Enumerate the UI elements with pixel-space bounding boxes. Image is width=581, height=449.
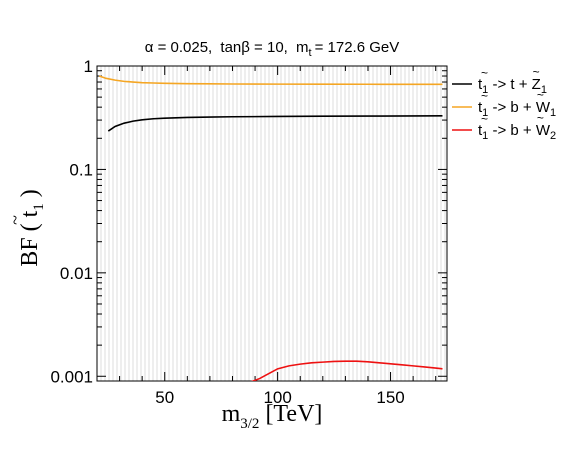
legend-tilde: ~	[537, 111, 544, 125]
series-group	[99, 75, 443, 381]
x-tick-label: 50	[155, 388, 174, 407]
ylabel-tilde: ~	[5, 215, 25, 225]
x-tick-label: 100	[263, 388, 291, 407]
y-tick-label: 0.001	[50, 367, 93, 386]
legend-label: t1 -> b + W1	[478, 99, 556, 119]
chart-title: α = 0.025, tanβ = 10, mt = 172.6 GeV	[145, 39, 399, 59]
title-mass: = 172.6 GeV	[315, 39, 400, 56]
legend-label: t1 -> t + Z1	[478, 76, 547, 96]
legend-tilde: ~	[481, 112, 488, 126]
legend: t1 -> t + Z1~ ~t1 -> b + W1~ ~t1 -> b + W2…	[452, 65, 556, 142]
ylabel-base: BF (	[17, 217, 43, 266]
series-line-3	[250, 360, 443, 381]
title-tanb: tanβ = 10,	[220, 39, 287, 56]
x-tick-label: 150	[376, 388, 404, 407]
series-line-2	[99, 75, 443, 86]
legend-tilde: ~	[533, 65, 540, 79]
legend-item-2: t1 -> b + W1~ ~	[452, 88, 556, 119]
legend-item-1: t1 -> t + Z1~ ~	[452, 65, 547, 96]
ylabel-close: )	[17, 189, 43, 203]
xlabel-rest: [TeV]	[265, 401, 322, 427]
xlabel-base: m	[222, 401, 241, 427]
xlabel-sub: 3/2	[240, 416, 259, 432]
svg-text:BF ( t1 ): BF ( t1 )	[17, 189, 47, 267]
x-axis-label: m3/2 [TeV]	[222, 401, 323, 432]
title-mt: m	[296, 39, 309, 56]
legend-tilde: ~	[481, 66, 488, 80]
series-line-1	[107, 115, 443, 132]
legend-label: t1 -> b + W2	[478, 122, 556, 142]
legend-tilde: ~	[481, 89, 488, 103]
ylabel-t: t	[17, 210, 43, 217]
y-tick-label: 1	[84, 57, 93, 76]
title-mt-sub: t	[309, 47, 312, 59]
title-alpha: α = 0.025,	[145, 39, 212, 56]
ylabel-sub: 1	[31, 203, 47, 211]
axis-ticks: 50 100 150 0.001 0.01 0.1 1	[50, 57, 447, 407]
y-tick-label: 0.1	[69, 160, 93, 179]
plot-area	[96, 65, 448, 382]
y-axis-label: BF ( t1 ) ~	[5, 189, 47, 267]
y-tick-label: 0.01	[60, 264, 93, 283]
legend-item-3: t1 -> b + W2~ ~	[452, 111, 556, 142]
legend-tilde: ~	[537, 88, 544, 102]
